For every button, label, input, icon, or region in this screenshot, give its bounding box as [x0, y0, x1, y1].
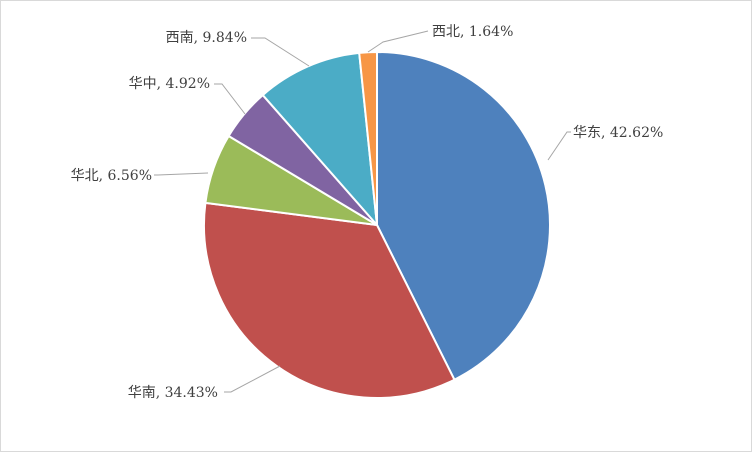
leader-lines — [154, 30, 571, 393]
data-label-5: 西南, 9.84% — [166, 30, 247, 46]
pie-slice-6 — [358, 51, 378, 226]
data-label-3: 华北, 6.56% — [71, 168, 152, 184]
data-label-6: 西北, 1.64% — [432, 24, 513, 40]
leader-line-1 — [547, 131, 571, 161]
data-label-4: 华中, 4.92% — [129, 76, 210, 92]
pie-slice-1 — [376, 51, 551, 381]
leader-line-4 — [214, 83, 246, 115]
data-label-2: 华南, 34.43% — [128, 385, 218, 401]
leader-line-6 — [367, 30, 429, 53]
data-labels: 华东, 42.62% 华南, 34.43% 华北, 6.56% 华中, 4.92% 西南… — [71, 24, 664, 401]
data-label-1: 华东, 42.62% — [573, 125, 663, 141]
leader-line-2 — [224, 365, 281, 393]
pie-slice-5 — [261, 51, 378, 226]
pie-slices — [202, 51, 551, 399]
leader-line-5 — [251, 37, 310, 67]
leader-line-3 — [154, 172, 209, 176]
pie-slice-2 — [202, 201, 456, 399]
